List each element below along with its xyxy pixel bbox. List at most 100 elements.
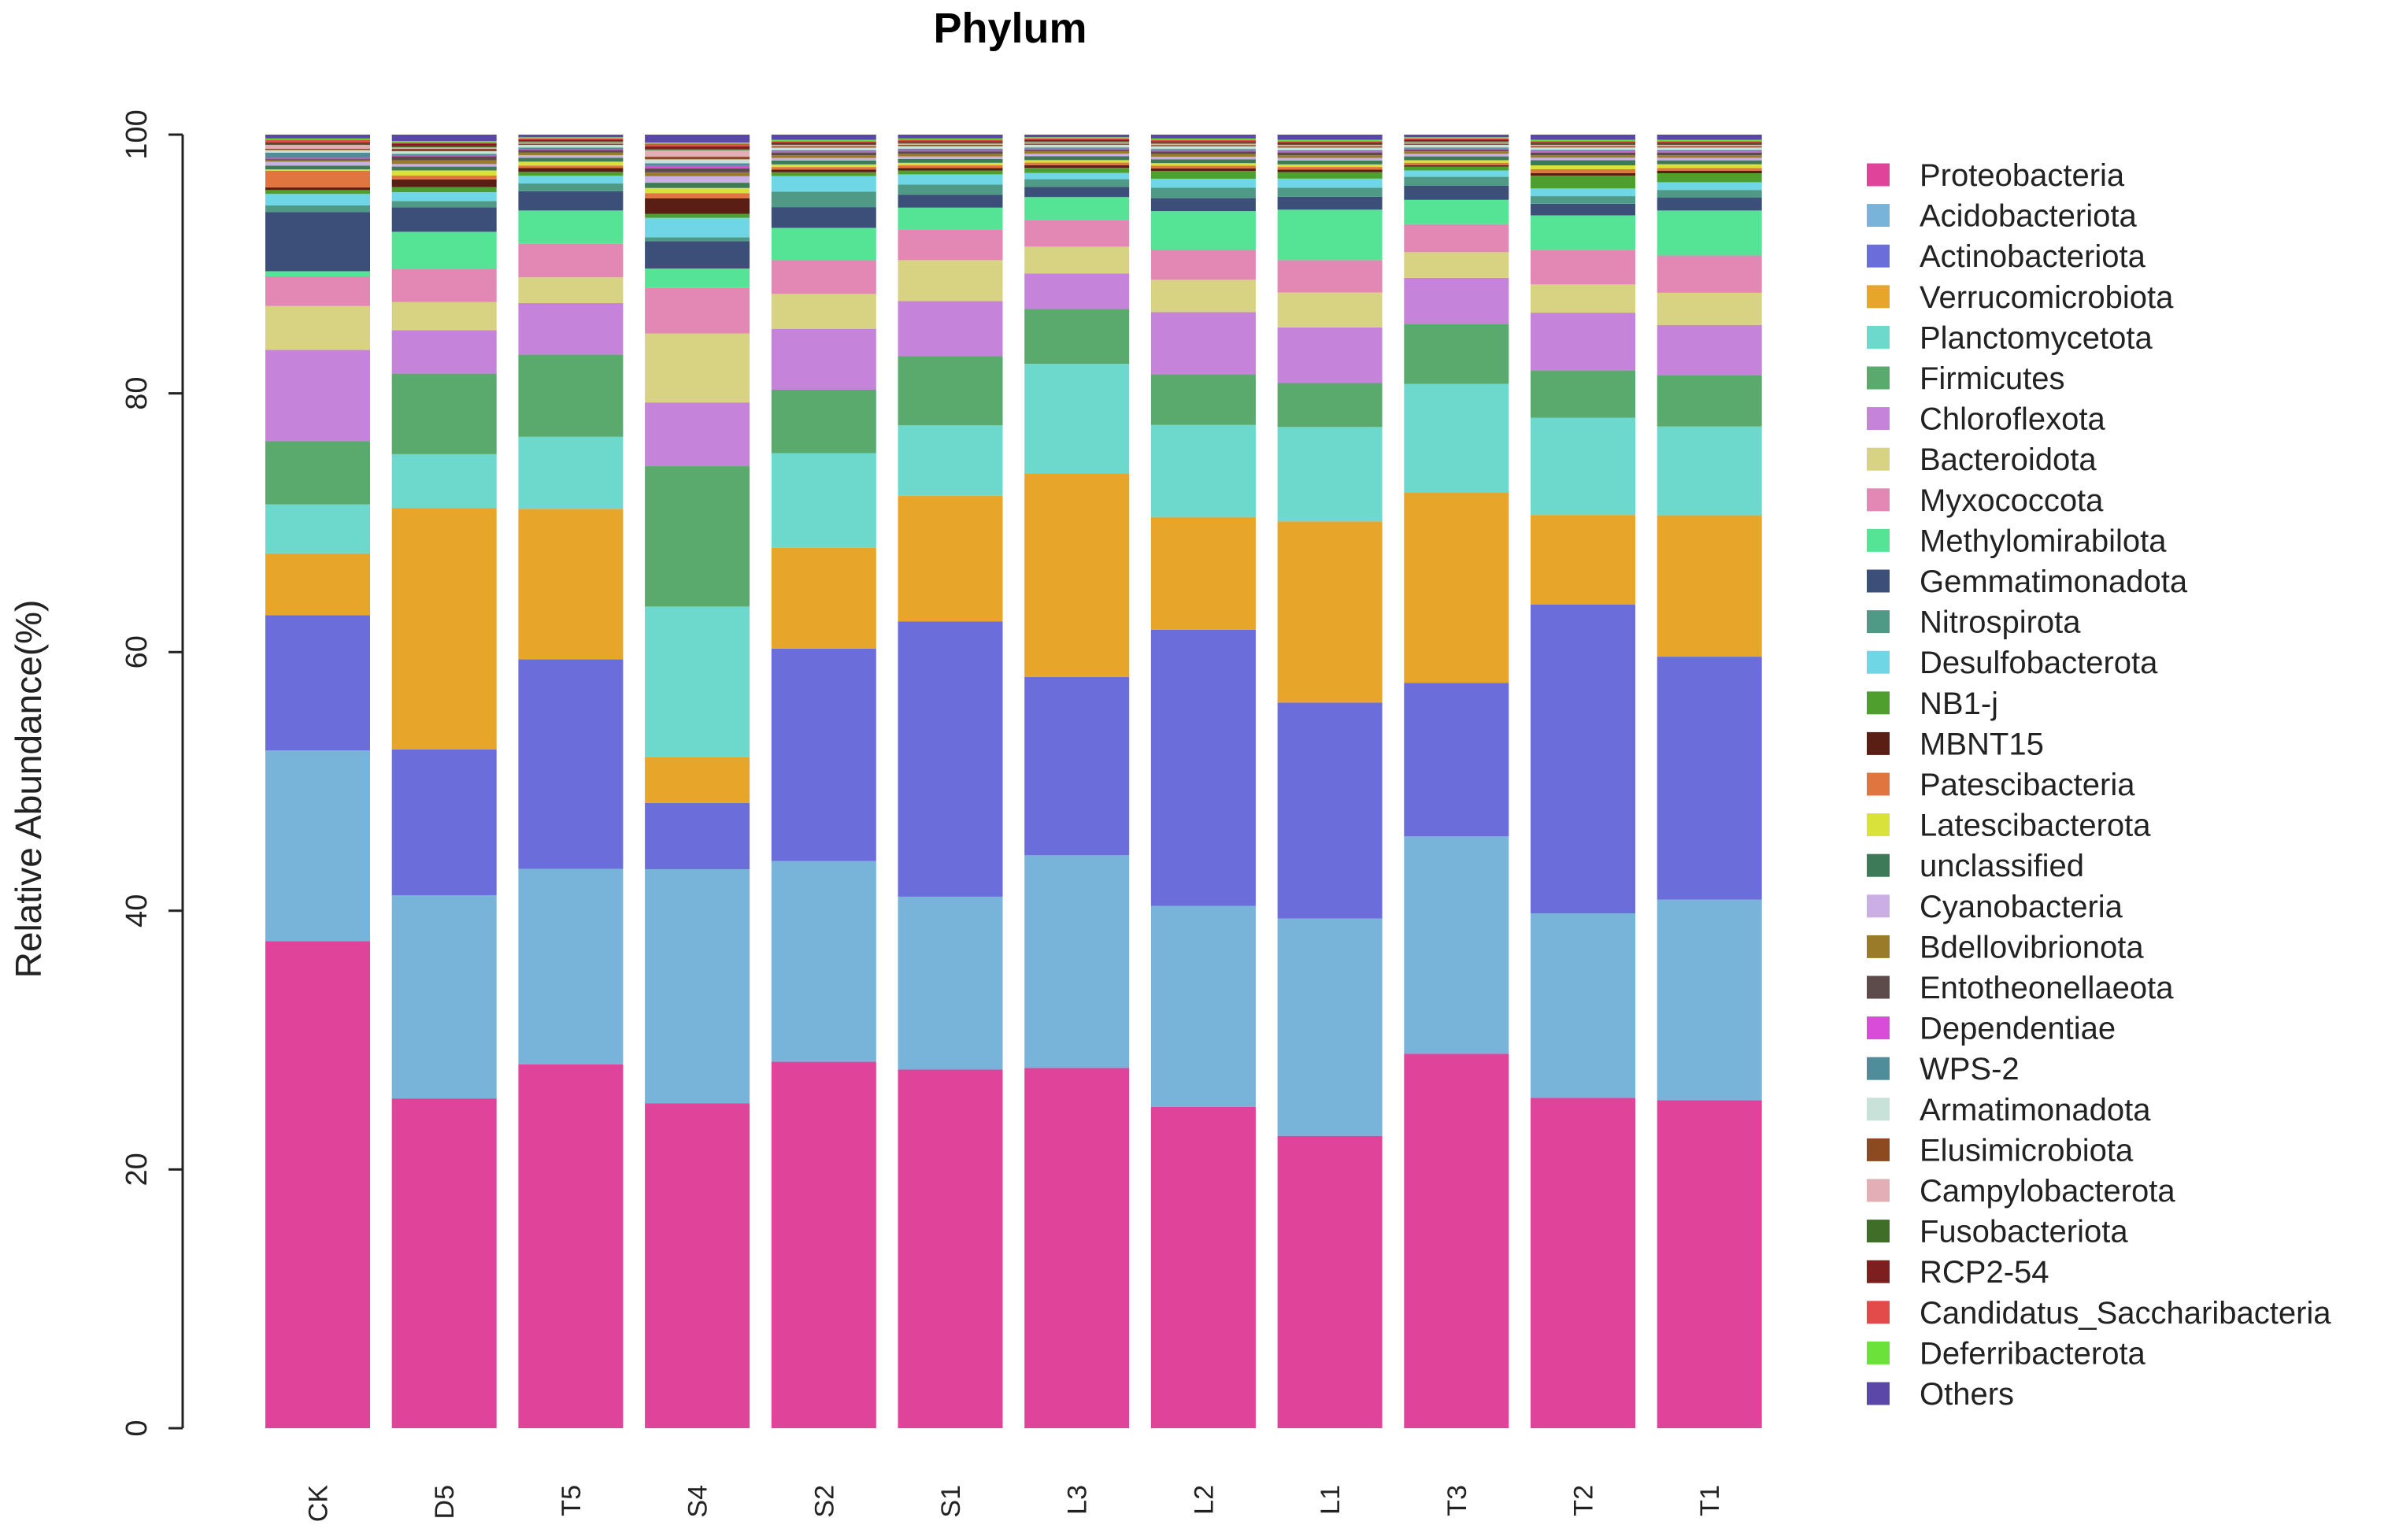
legend-swatch <box>1867 1341 1890 1364</box>
bar-segment-T1-25 <box>1657 145 1762 146</box>
bar-segment-L1-23 <box>1277 147 1383 150</box>
bar-segment-S2-17 <box>771 160 876 165</box>
bar-segment-T1-30 <box>1657 135 1762 140</box>
bar-segment-T2-25 <box>1531 145 1635 146</box>
bar-segment-CK-9 <box>265 271 370 277</box>
legend-label: Verrucomicrobiota <box>1920 280 2174 315</box>
bar-segment-S1-24 <box>898 145 1003 146</box>
bar-segment-S2-1 <box>771 861 876 1062</box>
bar-segment-S4-0 <box>645 1103 750 1428</box>
bar-segment-S4-10 <box>645 241 750 269</box>
bar-segment-S2-21 <box>771 151 876 154</box>
bar-segment-T3-12 <box>1404 170 1509 177</box>
bar-segment-T1-26 <box>1657 143 1762 146</box>
bar-segment-L2-25 <box>1150 143 1256 146</box>
bar-segment-S1-29 <box>898 138 1003 140</box>
bar-segment-T5-18 <box>518 155 624 158</box>
bar-segment-T5-28 <box>518 138 624 140</box>
bar-segment-L2-0 <box>1150 1106 1256 1428</box>
bar-segment-S4-22 <box>645 163 750 166</box>
bar-segment-S4-23 <box>645 159 750 164</box>
bar-segment-T5-12 <box>518 176 624 184</box>
bar-segment-T3-15 <box>1404 162 1509 165</box>
bar-segment-T5-26 <box>518 141 624 143</box>
bar-segment-L3-13 <box>1024 168 1130 173</box>
bar-segment-S2-8 <box>771 260 876 294</box>
bar-segment-S2-24 <box>771 146 876 148</box>
bar-segment-T2-7 <box>1531 284 1635 313</box>
bar-segment-T2-4 <box>1531 417 1635 516</box>
legend-label: Myxococcota <box>1920 483 2104 518</box>
bar-segment-T2-30 <box>1531 135 1635 140</box>
y-axis-label: Relative Abundance(%) <box>8 600 49 979</box>
y-tick-label: 0 <box>120 1420 154 1436</box>
bar-segment-CK-17 <box>265 165 370 170</box>
bar-segment-L3-21 <box>1024 148 1130 150</box>
legend-label: RCP2-54 <box>1920 1255 2049 1290</box>
legend-label: Nitrospirota <box>1920 605 2081 640</box>
x-tick-label: S4 <box>683 1485 713 1518</box>
bar-segment-CK-23 <box>265 150 370 153</box>
bar-segment-S2-25 <box>771 145 876 146</box>
bar-segment-T1-28 <box>1657 141 1762 143</box>
bar-segment-T5-2 <box>518 659 624 869</box>
bar-segment-L3-1 <box>1024 855 1130 1068</box>
bar-segment-L2-4 <box>1150 424 1256 517</box>
legend-swatch <box>1867 244 1890 268</box>
bar-segment-L1-14 <box>1277 169 1383 172</box>
bar-segment-S2-0 <box>771 1061 876 1428</box>
legend-swatch <box>1867 1179 1890 1202</box>
bar-segment-T5-10 <box>518 191 624 211</box>
bar-segment-CK-27 <box>265 142 370 144</box>
bar-segment-CK-6 <box>265 350 370 442</box>
bar-segment-L2-19 <box>1150 154 1256 157</box>
bar-segment-T2-3 <box>1531 515 1635 605</box>
bar-segment-D5-10 <box>391 207 497 232</box>
legend-swatch <box>1867 772 1890 796</box>
bar-segment-L1-29 <box>1277 139 1383 142</box>
bar-segment-T5-22 <box>518 147 624 149</box>
bar-segment-S4-9 <box>645 268 750 288</box>
bar-segment-T1-20 <box>1657 152 1762 156</box>
bar-segment-S2-19 <box>771 155 876 158</box>
bar-segment-S4-7 <box>645 333 750 403</box>
bar-segment-L3-3 <box>1024 473 1130 677</box>
bar-segment-L2-24 <box>1150 145 1256 146</box>
legend-label: Acidobacteriota <box>1920 199 2137 234</box>
bar-segment-S2-18 <box>771 157 876 161</box>
bar-segment-T3-10 <box>1404 185 1509 200</box>
bar-segment-L2-20 <box>1150 151 1256 154</box>
bar-segment-S4-13 <box>645 213 750 218</box>
bar-segment-T1-27 <box>1657 142 1762 144</box>
bar-segment-L3-8 <box>1024 220 1130 247</box>
bar-segment-T2-16 <box>1531 165 1635 169</box>
bar-segment-CK-0 <box>265 941 370 1428</box>
bar-segment-S1-13 <box>898 170 1003 175</box>
bar-segment-T5-30 <box>518 135 624 138</box>
bar-segment-L1-18 <box>1277 157 1383 161</box>
legend-label: Others <box>1920 1377 2014 1412</box>
bar-segment-T2-26 <box>1531 143 1635 146</box>
bar-segment-S4-29 <box>645 142 750 144</box>
bar-segment-T5-15 <box>518 165 624 168</box>
legend-swatch <box>1867 528 1890 552</box>
bar-segment-CK-12 <box>265 194 370 206</box>
bar-segment-S4-12 <box>645 217 750 238</box>
bar-segment-T5-17 <box>518 157 624 162</box>
bar-segment-D5-24 <box>391 148 497 152</box>
bar-segment-T3-3 <box>1404 492 1509 683</box>
bar-segment-T1-13 <box>1657 173 1762 183</box>
bar-segment-T2-8 <box>1531 250 1635 285</box>
bar-segment-L2-11 <box>1150 187 1256 198</box>
legend: Proteobacteria Acidobacteriota Actinobacte… <box>1867 158 2331 1412</box>
bar-segment-T1-22 <box>1657 150 1762 152</box>
legend-swatch <box>1867 285 1890 309</box>
y-tick-label: 60 <box>120 635 154 668</box>
bar-segment-S1-14 <box>898 168 1003 171</box>
legend-label: Fusobacteriota <box>1920 1215 2128 1249</box>
bar-segment-T3-23 <box>1404 144 1509 148</box>
bar-segment-T3-26 <box>1404 141 1509 143</box>
bar-segment-L1-8 <box>1277 260 1383 293</box>
legend-swatch <box>1867 1098 1890 1121</box>
